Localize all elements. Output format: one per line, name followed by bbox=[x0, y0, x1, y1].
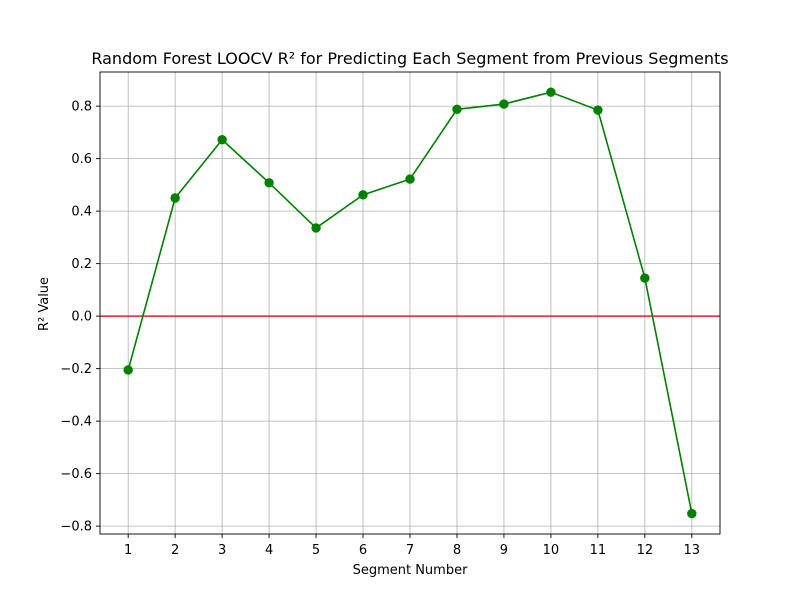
x-tick-label: 2 bbox=[171, 543, 179, 558]
y-tick-label: −0.4 bbox=[60, 415, 92, 430]
data-point bbox=[264, 178, 274, 188]
chart-title: Random Forest LOOCV R² for Predicting Ea… bbox=[91, 49, 728, 68]
y-tick-label: −0.8 bbox=[60, 520, 92, 535]
y-tick-label: −0.6 bbox=[60, 467, 92, 482]
y-tick-label: 0.4 bbox=[71, 205, 92, 220]
data-point bbox=[499, 99, 509, 109]
x-tick-label: 13 bbox=[684, 543, 701, 558]
x-tick-label: 11 bbox=[590, 543, 607, 558]
y-tick-label: 0.6 bbox=[71, 152, 92, 167]
data-point bbox=[123, 365, 133, 375]
x-tick-label: 3 bbox=[218, 543, 226, 558]
x-tick-label: 7 bbox=[406, 543, 414, 558]
data-point bbox=[593, 105, 603, 115]
x-tick-label: 12 bbox=[637, 543, 654, 558]
x-tick-label: 4 bbox=[265, 543, 273, 558]
y-tick-label: −0.2 bbox=[60, 362, 92, 377]
x-tick-label: 10 bbox=[543, 543, 560, 558]
data-point bbox=[405, 174, 415, 184]
y-axis-label: R² Value bbox=[37, 277, 52, 331]
x-tick-label: 1 bbox=[124, 543, 132, 558]
data-point bbox=[687, 508, 697, 519]
x-axis-label: Segment Number bbox=[353, 563, 469, 578]
data-point bbox=[640, 273, 650, 283]
x-tick-label: 6 bbox=[359, 543, 367, 558]
x-axis-ticks: 1 2 3 4 5 6 7 8 9 10 11 12 13 bbox=[124, 534, 700, 558]
data-point bbox=[217, 135, 227, 145]
data-point bbox=[452, 104, 462, 114]
x-tick-label: 9 bbox=[500, 543, 508, 558]
y-axis-ticks: −0.8 −0.6 −0.4 −0.2 0.0 0.2 0.4 0.6 0.8 bbox=[60, 100, 100, 535]
x-tick-label: 5 bbox=[312, 543, 320, 558]
x-tick-label: 8 bbox=[453, 543, 461, 558]
data-point bbox=[170, 193, 180, 203]
y-tick-label: 0.8 bbox=[71, 100, 92, 115]
data-series bbox=[123, 87, 697, 519]
y-tick-label: 0.0 bbox=[71, 310, 92, 325]
data-point bbox=[546, 87, 556, 97]
data-point bbox=[358, 190, 368, 200]
y-tick-label: 0.2 bbox=[71, 257, 92, 272]
data-point bbox=[311, 223, 321, 233]
